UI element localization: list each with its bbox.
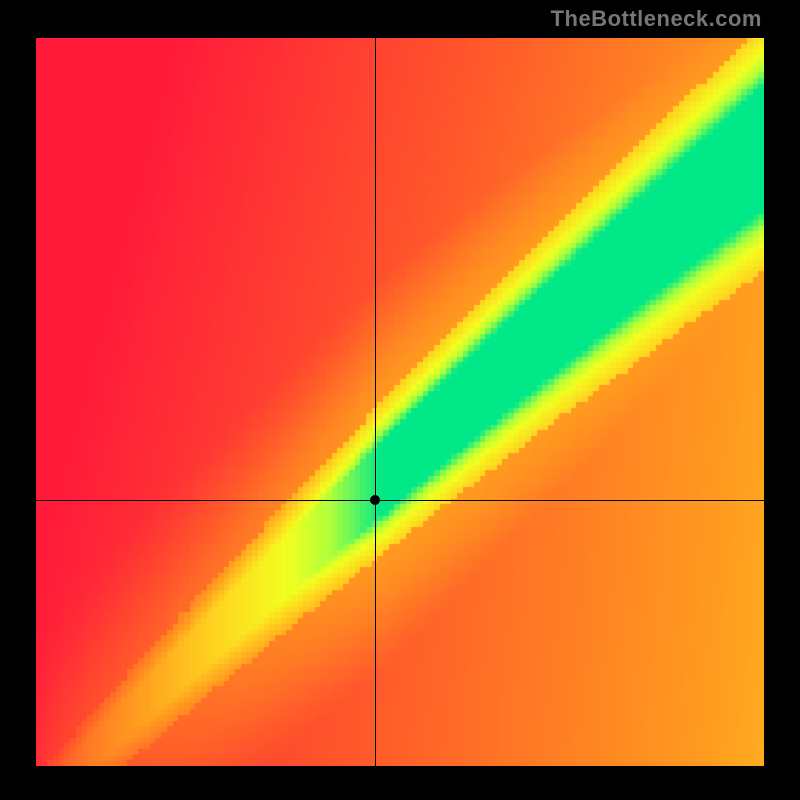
heatmap-chart	[36, 38, 764, 766]
watermark-text: TheBottleneck.com	[551, 6, 762, 32]
crosshair-marker	[370, 495, 380, 505]
crosshair-horizontal	[36, 500, 764, 501]
crosshair-vertical	[375, 38, 376, 766]
heatmap-canvas	[36, 38, 764, 766]
